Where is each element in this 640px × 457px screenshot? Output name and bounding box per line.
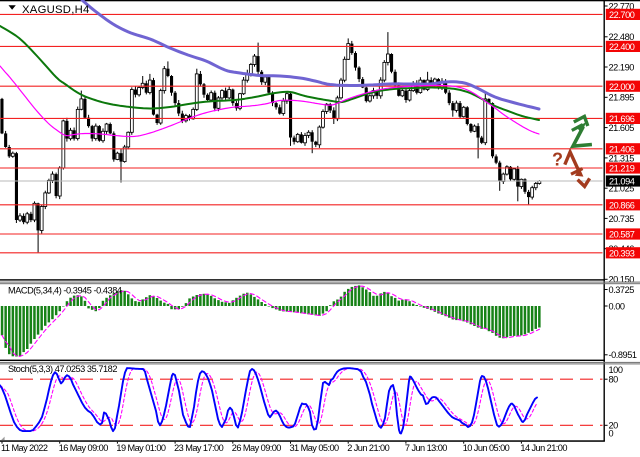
svg-text:100: 100 <box>609 365 623 375</box>
svg-text:22.480: 22.480 <box>609 32 635 42</box>
svg-text:19 May 01:00: 19 May 01:00 <box>116 443 166 453</box>
svg-text:XAGUSD,H4: XAGUSD,H4 <box>22 4 90 16</box>
svg-text:21.895: 21.895 <box>609 93 635 103</box>
svg-text:20.150: 20.150 <box>609 275 635 285</box>
svg-text:16 May 09:00: 16 May 09:00 <box>59 443 109 453</box>
svg-text:?: ? <box>552 150 563 170</box>
svg-text:20.866: 20.866 <box>609 200 635 210</box>
svg-text:2 Jun 21:00: 2 Jun 21:00 <box>347 443 389 453</box>
svg-text:21.605: 21.605 <box>609 123 635 133</box>
svg-text:22.400: 22.400 <box>609 42 635 52</box>
svg-text:80: 80 <box>609 375 619 385</box>
svg-text:26 May 09:00: 26 May 09:00 <box>232 443 282 453</box>
svg-text:11 May 2022: 11 May 2022 <box>1 443 48 453</box>
svg-text:21.094: 21.094 <box>609 177 635 187</box>
svg-text:21.696: 21.696 <box>609 114 635 124</box>
svg-text:7 Jun 13:00: 7 Jun 13:00 <box>405 443 447 453</box>
svg-text:14 Jun 21:00: 14 Jun 21:00 <box>520 443 567 453</box>
svg-text:22.770: 22.770 <box>609 1 635 11</box>
svg-text:22.000: 22.000 <box>609 82 635 92</box>
svg-text:Stoch(5,3,3) 47.0253 35.7182: Stoch(5,3,3) 47.0253 35.7182 <box>8 364 117 374</box>
svg-text:21.406: 21.406 <box>609 144 635 154</box>
svg-text:21.025: 21.025 <box>609 184 635 194</box>
svg-text:21.219: 21.219 <box>609 164 635 174</box>
svg-text:22.190: 22.190 <box>609 62 635 72</box>
svg-text:20: 20 <box>609 421 619 431</box>
svg-text:0.00: 0.00 <box>609 301 625 311</box>
svg-text:23 May 17:00: 23 May 17:00 <box>174 443 224 453</box>
svg-text:20.587: 20.587 <box>609 230 635 240</box>
svg-text:-0.8951: -0.8951 <box>609 350 637 360</box>
svg-text:0.3725: 0.3725 <box>609 285 635 295</box>
svg-text:MACD(5,34,4) -0.3945 -0.4384: MACD(5,34,4) -0.3945 -0.4384 <box>8 286 122 296</box>
svg-text:20.393: 20.393 <box>609 248 635 258</box>
svg-text:20.735: 20.735 <box>609 214 635 224</box>
svg-text:31 May 05:00: 31 May 05:00 <box>290 443 340 453</box>
svg-text:10 Jun 05:00: 10 Jun 05:00 <box>463 443 510 453</box>
svg-text:21.315: 21.315 <box>609 153 635 163</box>
svg-text:22.700: 22.700 <box>609 10 635 20</box>
svg-text:0: 0 <box>609 429 614 439</box>
